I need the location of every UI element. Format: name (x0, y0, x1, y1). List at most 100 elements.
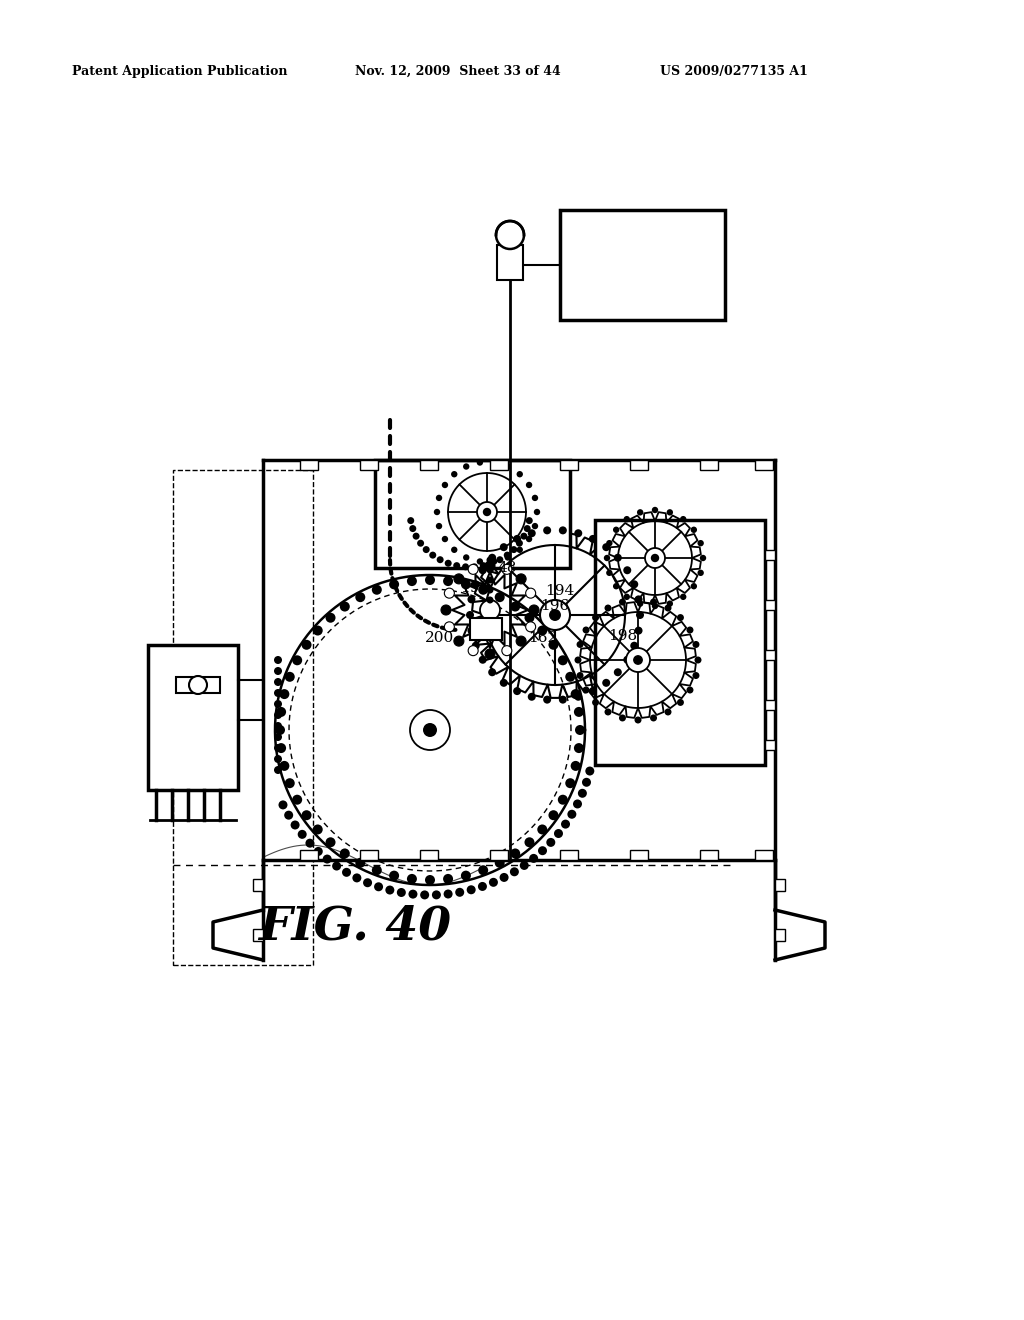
Circle shape (410, 525, 417, 532)
Circle shape (372, 865, 382, 875)
Circle shape (305, 838, 314, 847)
Circle shape (389, 579, 399, 589)
Circle shape (529, 605, 539, 615)
Bar (375, 459, 570, 568)
Circle shape (285, 672, 295, 682)
Circle shape (408, 517, 415, 524)
Circle shape (423, 723, 437, 737)
Circle shape (650, 598, 657, 606)
Circle shape (461, 871, 471, 880)
Text: 196: 196 (540, 599, 569, 612)
Circle shape (274, 656, 282, 664)
Circle shape (407, 576, 417, 586)
Circle shape (680, 594, 686, 601)
Circle shape (466, 611, 474, 619)
Circle shape (606, 570, 612, 576)
Bar (560, 850, 578, 861)
Bar (360, 850, 378, 861)
Circle shape (526, 482, 532, 488)
Text: Patent Application Publication: Patent Application Publication (72, 65, 288, 78)
Bar (173, 470, 313, 965)
Bar (765, 550, 775, 560)
Circle shape (697, 570, 703, 576)
Circle shape (667, 601, 673, 607)
Circle shape (559, 527, 567, 535)
Circle shape (510, 867, 519, 876)
Bar (490, 459, 508, 470)
Circle shape (274, 744, 282, 752)
Circle shape (486, 597, 494, 603)
Circle shape (578, 789, 587, 797)
Circle shape (479, 566, 486, 574)
Bar (765, 649, 775, 660)
Circle shape (686, 627, 693, 634)
Circle shape (355, 858, 366, 867)
Circle shape (577, 642, 584, 648)
Circle shape (624, 594, 630, 601)
Circle shape (463, 554, 469, 561)
Circle shape (520, 533, 527, 540)
Circle shape (454, 574, 464, 583)
Circle shape (496, 220, 524, 249)
Circle shape (634, 656, 642, 664)
Bar (490, 850, 508, 861)
Text: 200: 200 (425, 631, 455, 645)
Circle shape (589, 535, 597, 543)
Circle shape (355, 593, 366, 602)
Bar (148, 645, 238, 789)
Circle shape (483, 508, 490, 516)
Circle shape (313, 847, 323, 855)
Circle shape (444, 560, 452, 566)
Text: Nov. 12, 2009  Sheet 33 of 44: Nov. 12, 2009 Sheet 33 of 44 (355, 65, 561, 78)
Circle shape (604, 605, 611, 611)
Circle shape (500, 873, 509, 882)
Circle shape (613, 583, 620, 590)
Bar (630, 850, 648, 861)
Circle shape (573, 800, 582, 808)
Circle shape (690, 527, 697, 533)
Circle shape (436, 523, 442, 529)
Circle shape (665, 605, 672, 611)
Circle shape (323, 854, 332, 863)
Circle shape (549, 810, 558, 820)
Circle shape (667, 510, 673, 516)
Circle shape (513, 535, 521, 543)
Circle shape (340, 602, 350, 611)
Bar (765, 601, 775, 610)
Circle shape (592, 698, 599, 706)
Circle shape (385, 886, 394, 895)
Circle shape (624, 656, 631, 664)
Circle shape (529, 854, 539, 863)
Circle shape (276, 743, 286, 754)
Text: 162: 162 (528, 631, 557, 645)
Circle shape (471, 564, 478, 570)
Circle shape (451, 546, 458, 553)
Circle shape (429, 552, 436, 558)
Text: 194: 194 (545, 583, 574, 598)
Circle shape (574, 693, 583, 701)
Circle shape (549, 640, 558, 649)
Circle shape (650, 714, 657, 722)
Bar (700, 850, 718, 861)
Circle shape (500, 678, 508, 686)
Circle shape (500, 543, 508, 552)
Circle shape (461, 579, 471, 589)
Circle shape (285, 779, 295, 788)
Text: US 2009/0277135 A1: US 2009/0277135 A1 (660, 65, 808, 78)
Circle shape (543, 696, 551, 704)
Circle shape (488, 668, 497, 676)
Circle shape (505, 463, 511, 470)
Circle shape (477, 459, 483, 466)
Circle shape (480, 562, 486, 569)
Circle shape (582, 777, 591, 787)
Circle shape (630, 581, 638, 589)
Circle shape (558, 795, 568, 805)
Circle shape (486, 566, 494, 573)
Circle shape (480, 601, 500, 620)
Circle shape (583, 627, 590, 634)
Circle shape (516, 546, 523, 553)
Circle shape (636, 611, 644, 619)
Circle shape (574, 529, 583, 537)
Circle shape (602, 543, 610, 552)
Circle shape (525, 622, 536, 632)
